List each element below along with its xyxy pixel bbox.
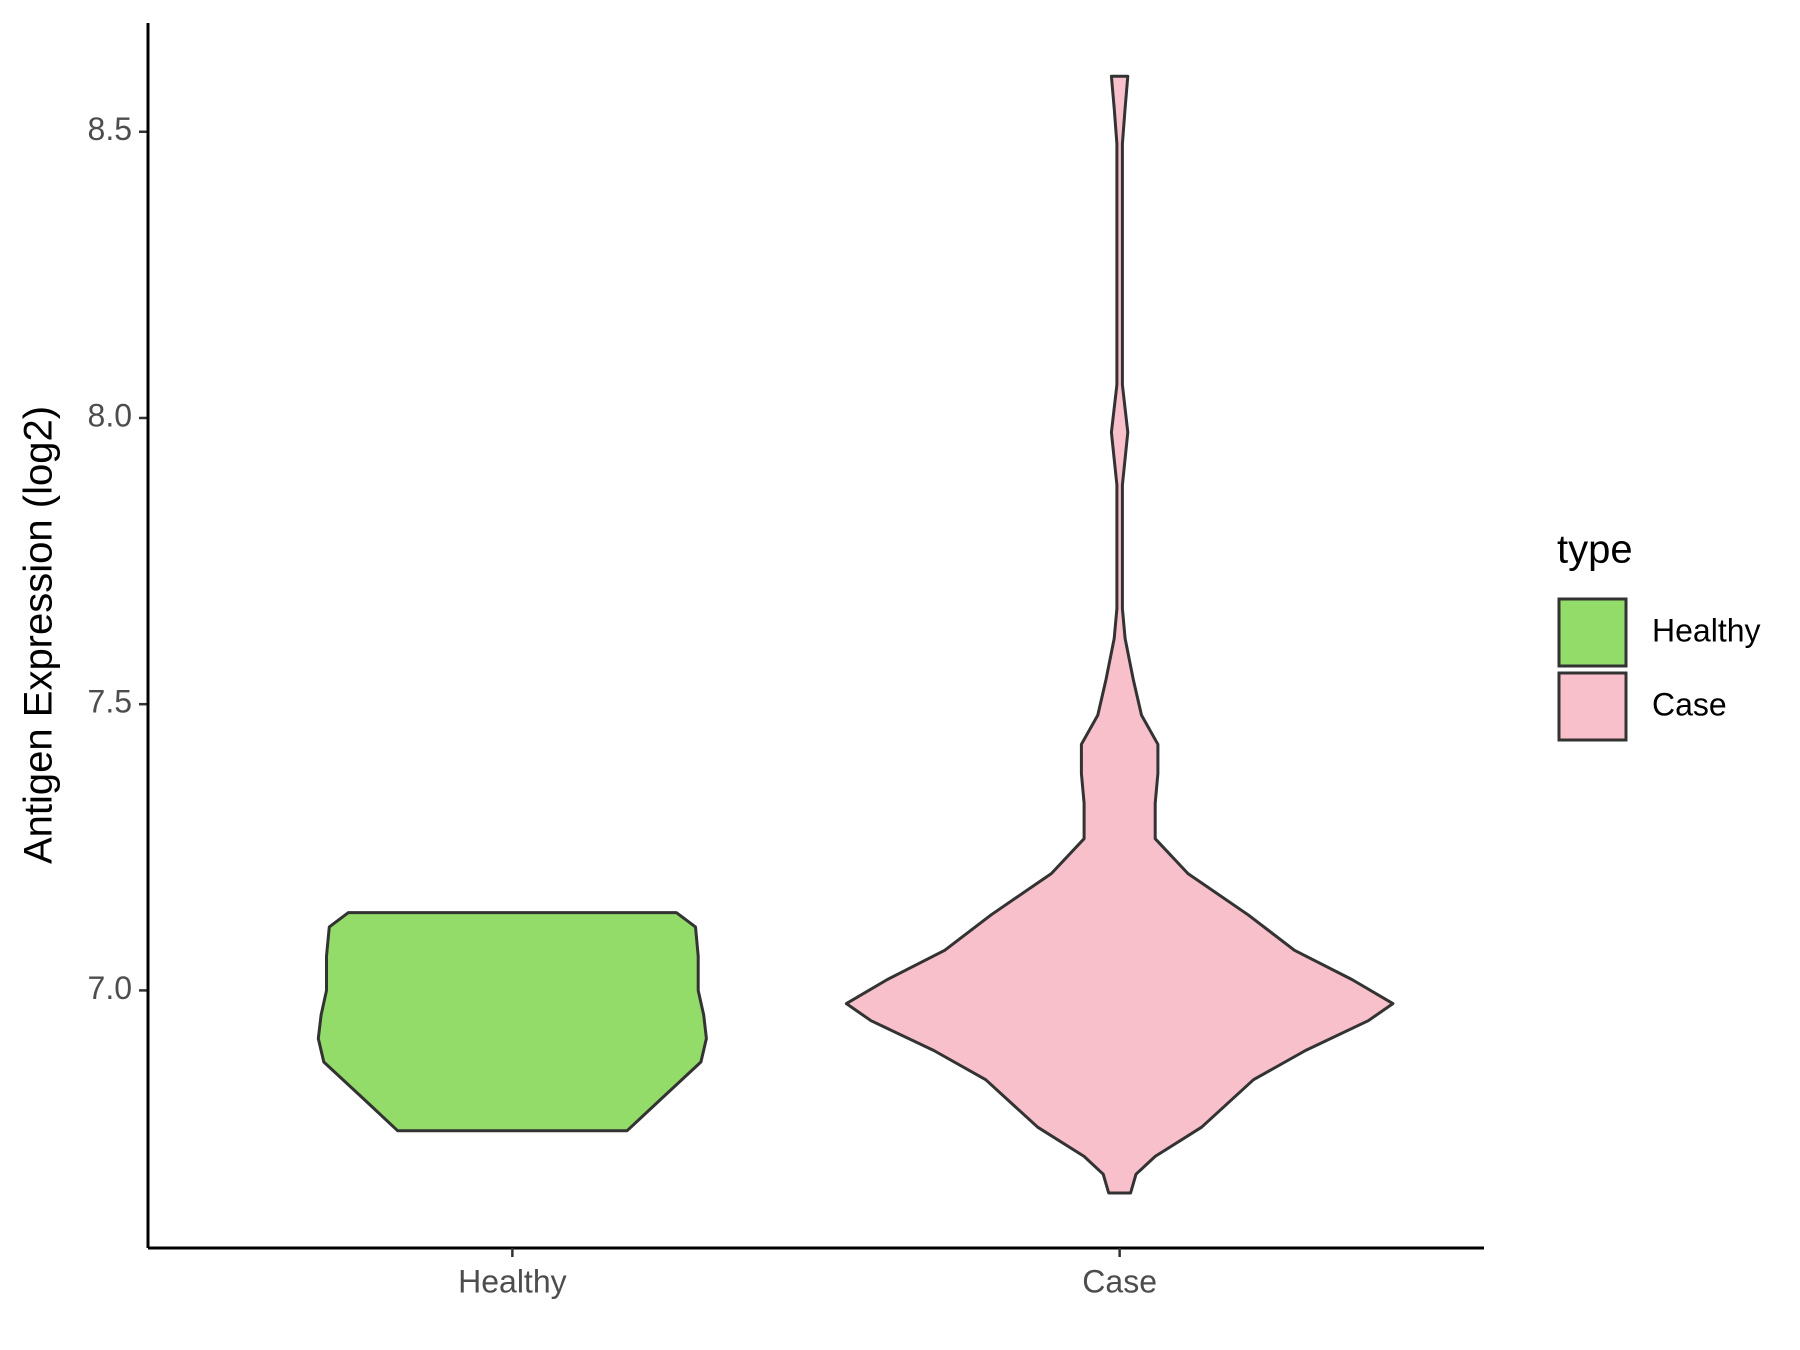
legend-title: type <box>1557 528 1633 572</box>
legend-key <box>1557 671 1628 742</box>
y-tick-label: 7.5 <box>88 684 132 720</box>
legend-key <box>1557 597 1628 668</box>
y-tick-label: 8.0 <box>88 397 132 433</box>
legend-label: Healthy <box>1652 612 1761 648</box>
x-tick-label: Healthy <box>458 1263 567 1299</box>
violin <box>316 911 708 1133</box>
x-tick-label: Case <box>1082 1263 1157 1299</box>
violin <box>844 74 1395 1195</box>
y-axis-title: Antigen Expression (log2) <box>17 406 61 864</box>
y-tick-label: 7.0 <box>88 970 132 1006</box>
y-tick-label: 8.5 <box>88 111 132 147</box>
legend-label: Case <box>1652 686 1727 722</box>
